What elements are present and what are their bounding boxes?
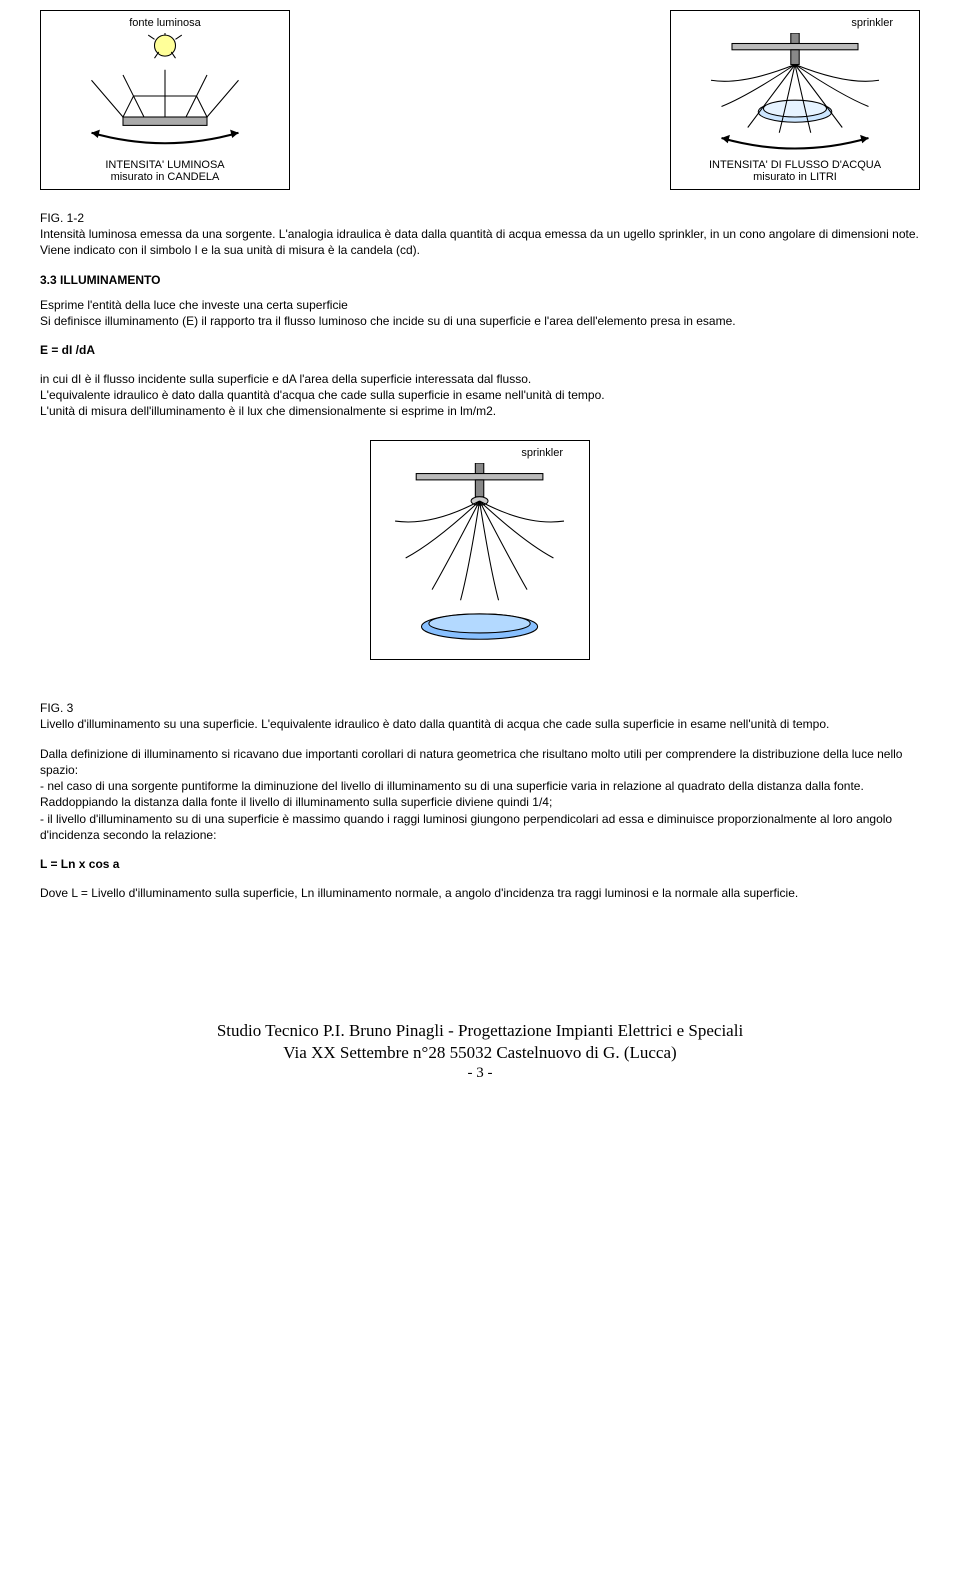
figure-row-1: fonte luminosa INTENSITA' LUMINOSA misur… <box>40 10 920 190</box>
paragraph-3: Esprime l'entità della luce che investe … <box>40 297 920 329</box>
footer-line-1: Studio Tecnico P.I. Bruno Pinagli - Prog… <box>40 1021 920 1041</box>
formula-e: E = dI /dA <box>40 343 920 357</box>
fig1-right-bot-label: INTENSITA' DI FLUSSO D'ACQUA misurato in… <box>709 159 881 183</box>
figure-3: sprinkler <box>370 440 590 660</box>
fig1-left-bot-label: INTENSITA' LUMINOSA misurato in CANDELA <box>105 159 224 183</box>
paragraph-5: in cui dI è il flusso incidente sulla su… <box>40 371 920 420</box>
page-number: - 3 - <box>40 1065 920 1082</box>
lamp-icon <box>60 33 270 159</box>
figure-3-wrap: sprinkler <box>40 440 920 660</box>
fig12-caption: FIG. 1-2 Intensità luminosa emessa da un… <box>40 210 920 259</box>
heading-3-3: 3.3 ILLUMINAMENTO <box>40 273 920 287</box>
footer-line-2: Via XX Settembre n°28 55032 Castelnuovo … <box>40 1043 920 1063</box>
fig3-top-label: sprinkler <box>521 447 563 459</box>
figure-1-right: sprinkler INTENSITA' DI FLUSSO D'ACQUA m… <box>670 10 920 190</box>
paragraph-corollari: Dalla definizione di illuminamento si ri… <box>40 746 920 843</box>
fig3-caption: FIG. 3 Livello d'illuminamento su una su… <box>40 700 920 732</box>
figure-1-left: fonte luminosa INTENSITA' LUMINOSA misur… <box>40 10 290 190</box>
fig1-right-top-label: sprinkler <box>851 17 893 29</box>
formula-l: L = Ln x cos a <box>40 857 920 871</box>
paragraph-12: Dove L = Livello d'illuminamento sulla s… <box>40 885 920 901</box>
sprinkler-icon <box>690 33 900 159</box>
fig1-left-top-label: fonte luminosa <box>129 17 201 29</box>
sprinkler-tray-icon <box>374 463 585 653</box>
page-footer: Studio Tecnico P.I. Bruno Pinagli - Prog… <box>40 1021 920 1082</box>
